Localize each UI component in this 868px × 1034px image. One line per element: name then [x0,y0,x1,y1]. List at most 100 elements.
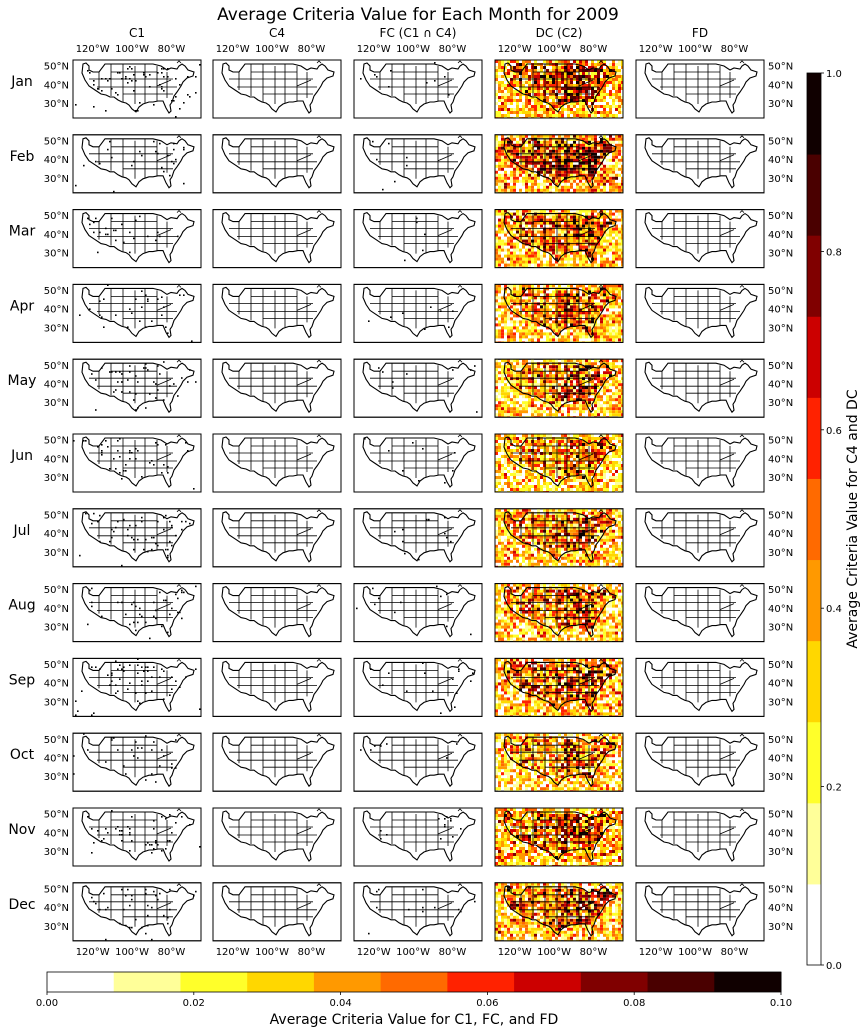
dc-cell [585,443,588,446]
dc-cell [507,185,510,189]
dc-cell [561,458,564,461]
c1-cell [99,231,101,234]
dc-cell [516,66,519,69]
dc-cell [621,404,623,408]
c1-cell [157,544,159,547]
dc-cell [579,455,582,458]
dc-cell [603,96,606,99]
dc-cell [564,224,567,228]
dc-cell [513,326,516,330]
dc-cell [573,359,576,363]
dc-cell [525,359,528,363]
dc-cell [555,108,558,111]
dc-cell [585,221,588,225]
dc-cell [507,335,510,339]
dc-cell [594,389,597,393]
dc-cell [570,299,573,303]
dc-cell [549,452,552,455]
c1-cell [157,444,159,446]
dc-cell [597,179,600,183]
dc-cell [573,140,576,144]
dc-cell [606,305,609,309]
dc-cell [612,293,615,297]
dc-cell [495,461,498,464]
dc-cell [495,143,498,147]
dc-cell [615,230,618,234]
data-cells [495,134,623,193]
lat-tick: 50°N [44,136,69,147]
dc-cell [591,218,594,222]
dc-cell [543,383,546,387]
dc-cell [612,167,615,171]
dc-cell [537,188,540,192]
dc-cell [522,335,525,339]
dc-cell [600,290,603,294]
dc-cell [516,485,519,488]
dc-cell [498,479,501,482]
dc-cell [612,81,615,84]
dc-cell [534,383,537,387]
dc-cell [555,114,558,117]
dc-cell [591,302,594,306]
dc-cell [576,329,579,333]
c1-cell [107,284,109,286]
dc-cell [504,476,507,479]
dc-cell [615,176,618,180]
dc-cell [576,284,579,288]
dc-cell [588,317,591,321]
c1-cell [133,74,135,76]
data-cells [495,508,623,567]
dc-cell [615,299,618,303]
dc-cell [585,308,588,312]
dc-cell [519,488,522,491]
dc-cell [525,111,528,114]
dc-cell [585,227,588,231]
panel-border [212,209,342,269]
dc-cell [558,383,561,387]
dc-cell [534,78,537,81]
dc-cell [549,260,552,264]
dc-cell [525,365,528,369]
dc-cell [561,66,564,69]
dc-cell [537,383,540,387]
panel-border [494,59,624,119]
lat-tick: 50°N [44,436,69,447]
dc-cell [552,458,555,461]
dc-cell [600,170,603,174]
dc-cell [609,176,612,180]
dc-cell [612,314,615,318]
dc-cell [519,230,522,234]
dc-cell [525,476,528,479]
dc-cell [549,407,552,411]
dc-cell [570,170,573,174]
dc-cell [606,404,609,408]
dc-cell [525,455,528,458]
dc-cell [597,383,600,387]
dc-cell [561,377,564,381]
dc-cell [600,476,603,479]
dc-cell [579,137,582,141]
c1-cell [117,440,119,442]
dc-cell [537,248,540,252]
dc-cell [549,380,552,384]
dc-cell [549,114,552,117]
dc-cell [549,461,552,464]
dc-cell [552,368,555,372]
dc-cell [543,149,546,153]
dc-cell [522,63,525,66]
map-panel [353,433,483,493]
dc-cell [588,314,591,318]
dc-cell [585,182,588,186]
dc-cell [513,111,516,114]
dc-cell [534,308,537,312]
dc-cell [588,227,591,231]
c1-cell [181,377,183,379]
dc-cell [525,473,528,476]
dc-cell [618,455,621,458]
dc-cell [558,75,561,78]
dc-cell [606,329,609,333]
c1-cell [418,480,420,482]
dc-cell [531,461,534,464]
dc-cell [519,66,522,69]
panel-border [353,209,483,269]
